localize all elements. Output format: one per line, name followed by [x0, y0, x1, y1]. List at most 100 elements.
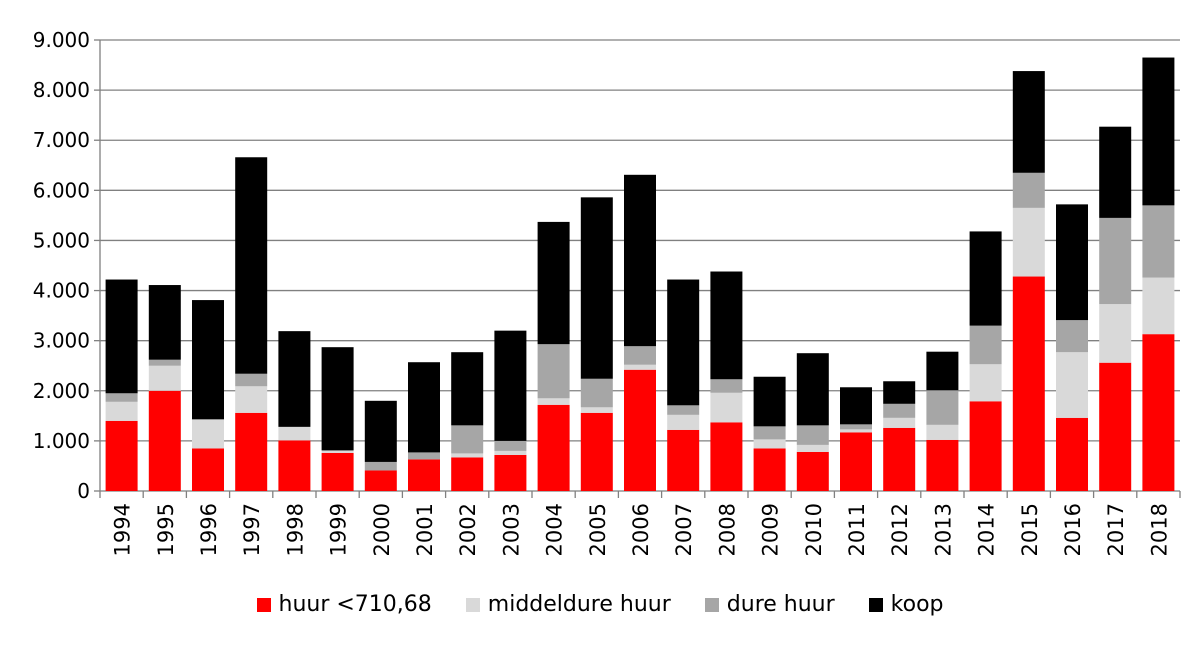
bar-segment	[796, 353, 829, 426]
bar-segment	[710, 422, 743, 491]
bar-segment	[1099, 304, 1132, 363]
bar-segment	[926, 439, 959, 491]
bar-segment	[1099, 217, 1132, 305]
legend-swatch	[465, 597, 480, 612]
bar-segment	[1012, 71, 1045, 173]
bar-segment	[364, 400, 397, 462]
bar-segment	[1056, 417, 1088, 491]
x-tick-label: 1999	[327, 503, 351, 556]
bar-segment	[235, 373, 268, 387]
bar-segment	[537, 398, 570, 405]
bar-segment	[969, 364, 1002, 402]
bar-segment	[192, 300, 224, 420]
bar-segment	[883, 403, 916, 418]
bar-segment	[883, 381, 916, 404]
bar-segment	[840, 387, 872, 425]
x-tick-label: 2008	[715, 503, 739, 556]
bar-segment	[451, 425, 484, 454]
bar-segment	[192, 448, 224, 491]
bar-segment	[926, 351, 959, 391]
legend-item-dure-huur: dure huur	[704, 592, 835, 617]
bar-segment	[1142, 205, 1175, 278]
bar-segment	[1142, 277, 1175, 335]
bar-segment	[1099, 126, 1132, 218]
bar-segment	[624, 364, 656, 370]
bars	[105, 57, 1175, 491]
bar-segment	[321, 450, 354, 453]
bar-segment	[408, 362, 440, 453]
bar-segment	[451, 457, 484, 491]
x-tick-label: 2013	[931, 503, 955, 556]
x-tick-label: 2015	[1018, 503, 1042, 556]
bar-segment	[1012, 207, 1045, 277]
bar-segment	[105, 420, 138, 491]
bar-segment	[624, 369, 656, 491]
bar-segment	[105, 393, 138, 402]
legend-swatch	[256, 597, 271, 612]
bar-segment	[537, 404, 570, 491]
bar-segment	[796, 444, 829, 452]
x-tick-label: 2003	[499, 503, 523, 556]
legend-item-middeldure-huur: middeldure huur	[465, 592, 671, 617]
x-tick-label: 2012	[888, 503, 912, 556]
legend-swatch	[868, 597, 883, 612]
bar-segment	[926, 424, 959, 440]
x-tick-label: 2004	[543, 503, 567, 556]
legend-label: middeldure huur	[487, 592, 671, 617]
bar-segment	[537, 221, 570, 345]
bar-segment	[667, 279, 700, 406]
bar-segment	[321, 347, 354, 451]
bar-segment	[1056, 204, 1088, 321]
bar-segment	[278, 440, 311, 491]
bar-segment	[321, 452, 354, 491]
legend-item-huur: huur <710,68	[256, 592, 432, 617]
x-tick-label: 2011	[845, 503, 869, 556]
x-tick-label: 1997	[240, 503, 264, 556]
bar-segment	[796, 425, 829, 445]
y-tick-label: 1.000	[33, 429, 90, 453]
bar-segment	[148, 365, 181, 391]
bar-segment	[278, 426, 311, 441]
x-tick-label: 2006	[629, 503, 653, 556]
x-tick-label: 1996	[197, 503, 221, 556]
x-tick-label: 1995	[154, 503, 178, 556]
legend-label: koop	[890, 592, 944, 617]
bar-segment	[624, 346, 656, 365]
bar-segment	[580, 197, 613, 379]
bar-segment	[364, 470, 397, 491]
bar-segment	[364, 461, 397, 471]
bar-segment	[105, 279, 138, 394]
x-axis-ticks: 1994 1995 1996 1997 1998 1999 2000 2001 2002 2003…	[111, 503, 1172, 556]
bar-segment	[494, 330, 527, 441]
bar-segment	[1012, 276, 1045, 491]
x-tick-label: 2001	[413, 503, 437, 556]
bar-segment	[969, 401, 1002, 491]
y-tick-label: 4.000	[33, 279, 90, 303]
y-tick-label: 2.000	[33, 379, 90, 403]
bar-segment	[883, 427, 916, 491]
bar-segment	[969, 325, 1002, 365]
bar-segment	[753, 426, 786, 440]
bar-segment	[1099, 362, 1132, 491]
y-tick-label: 6.000	[33, 178, 90, 202]
bar-segment	[235, 157, 268, 374]
bar-segment	[580, 412, 613, 491]
bar-segment	[235, 386, 268, 413]
y-tick-label: 7.000	[33, 128, 90, 152]
bar-segment	[753, 448, 786, 491]
bar-segment	[840, 429, 872, 433]
x-tick-label: 2005	[586, 503, 610, 556]
x-tick-label: 1998	[283, 503, 307, 556]
legend-swatch	[704, 597, 719, 612]
bar-segment	[408, 452, 440, 460]
x-tick-label: 2000	[370, 503, 394, 556]
legend-item-koop: koop	[868, 592, 944, 617]
bar-segment	[278, 331, 311, 427]
bar-segment	[580, 407, 613, 413]
y-tick-label: 8.000	[33, 78, 90, 102]
bar-segment	[105, 401, 138, 421]
bar-segment	[667, 429, 700, 491]
bar-segment	[235, 412, 268, 491]
legend: huur <710,68 middeldure huur dure huur k…	[0, 592, 1200, 617]
